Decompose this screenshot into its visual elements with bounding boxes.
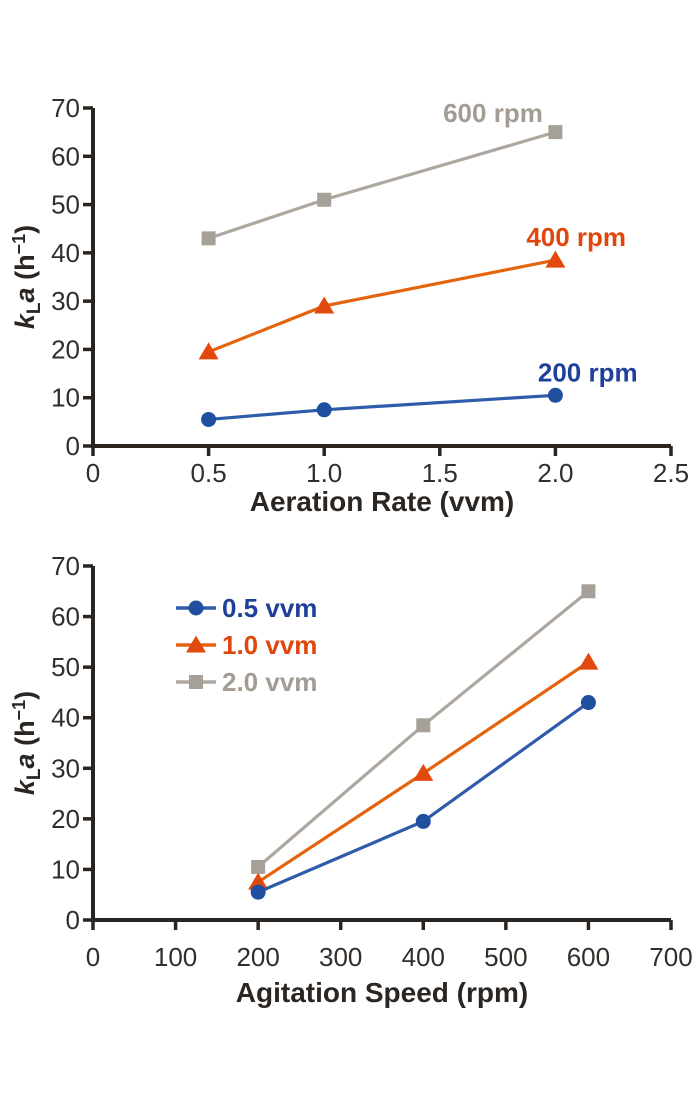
x-tick-label: 300 (319, 942, 362, 972)
x-tick-label: 0.5 (191, 458, 227, 488)
legend-item-0-5-vvm: 0.5 vvm (176, 593, 317, 623)
series-label-600-rpm: 600 rpm (443, 98, 543, 128)
legend-marker (186, 635, 206, 653)
legend-label: 1.0 vvm (222, 630, 317, 660)
legend-item-2-0-vvm: 2.0 vvm (176, 667, 317, 697)
series-line (207, 393, 558, 422)
aeration-rate-chart-canvas: 0 10 20 30 40 50 60 70 0 0.5 1.0 1.5 2.0 2.5 600 rpm 40… (9, 93, 689, 517)
legend-label: 0.5 vvm (222, 593, 317, 623)
series-0-5-vvm (250, 695, 596, 900)
series-200-rpm (201, 387, 563, 427)
x-tick-label: 400 (402, 942, 445, 972)
series-label-200-rpm: 200 rpm (538, 358, 638, 388)
y-tick-label: 50 (51, 190, 80, 220)
y-tick-label: 60 (51, 602, 80, 632)
x-axis-label: Aeration Rate (vvm) (250, 486, 515, 517)
data-point (250, 884, 266, 900)
aeration-rate-chart: 0 10 20 30 40 50 60 70 0 0.5 1.0 1.5 2.0 2.5 600 rpm 40… (0, 0, 700, 530)
series-line (207, 130, 558, 240)
x-tick-label: 600 (567, 942, 610, 972)
series-600-rpm (201, 125, 563, 246)
data-point (580, 695, 596, 711)
data-point (416, 718, 431, 733)
x-tick-label: 700 (649, 942, 692, 972)
data-point (581, 584, 596, 599)
data-point (317, 192, 332, 207)
data-point (201, 231, 216, 246)
y-tick-label: 60 (51, 141, 80, 171)
data-point (547, 387, 563, 403)
x-tick-label: 100 (154, 942, 197, 972)
x-tick-label: 2.0 (537, 458, 573, 488)
y-tick-label: 0 (66, 905, 80, 935)
legend-marker (189, 675, 203, 689)
data-point (248, 872, 269, 890)
data-point (198, 342, 219, 360)
legend: 0.5 vvm 1.0 vvm 2.0 vvm (176, 593, 317, 697)
y-tick-label: 30 (51, 753, 80, 783)
y-tick-label: 50 (51, 652, 80, 682)
y-tick-label: 40 (51, 238, 80, 268)
y-tick-label: 0 (66, 431, 80, 461)
y-axis-label: kLa (h−1) (9, 691, 45, 795)
agitation-speed-chart: 0 10 20 30 40 50 60 70 0 100 200 300 400 500 600 700 0.5… (0, 530, 700, 1113)
y-tick-label: 20 (51, 804, 80, 834)
y-axis-label: kLa (h−1) (9, 225, 45, 329)
y-tick-label: 40 (51, 703, 80, 733)
x-tick-label: 0 (86, 458, 100, 488)
data-point (578, 652, 599, 670)
data-point (545, 250, 566, 268)
y-tick-label: 20 (51, 334, 80, 364)
data-point (415, 813, 431, 829)
series-1-0-vvm (248, 652, 599, 890)
y-tick-label: 70 (51, 93, 80, 123)
y-tick-label: 10 (51, 383, 80, 413)
series-2-0-vvm (251, 584, 596, 874)
x-tick-label: 500 (484, 942, 527, 972)
y-tick-label: 10 (51, 854, 80, 884)
data-point (413, 763, 434, 781)
x-tick-label: 1.0 (306, 458, 342, 488)
legend-label: 2.0 vvm (222, 667, 317, 697)
series-400-rpm (198, 250, 566, 360)
legend-item-1-0-vvm: 1.0 vvm (176, 630, 317, 660)
legend-marker (188, 600, 204, 616)
x-tick-label: 2.5 (653, 458, 689, 488)
series-line (207, 258, 558, 354)
data-point (316, 402, 332, 418)
x-tick-label: 0 (86, 942, 100, 972)
series-label-400-rpm: 400 rpm (526, 222, 626, 252)
y-tick-label: 70 (51, 551, 80, 581)
data-point (314, 296, 335, 314)
data-point (251, 859, 266, 874)
x-axis-label: Agitation Speed (rpm) (236, 977, 528, 1008)
x-tick-label: 200 (236, 942, 279, 972)
data-point (548, 125, 563, 140)
data-point (201, 411, 217, 427)
x-tick-label: 1.5 (422, 458, 458, 488)
y-tick-label: 30 (51, 286, 80, 316)
